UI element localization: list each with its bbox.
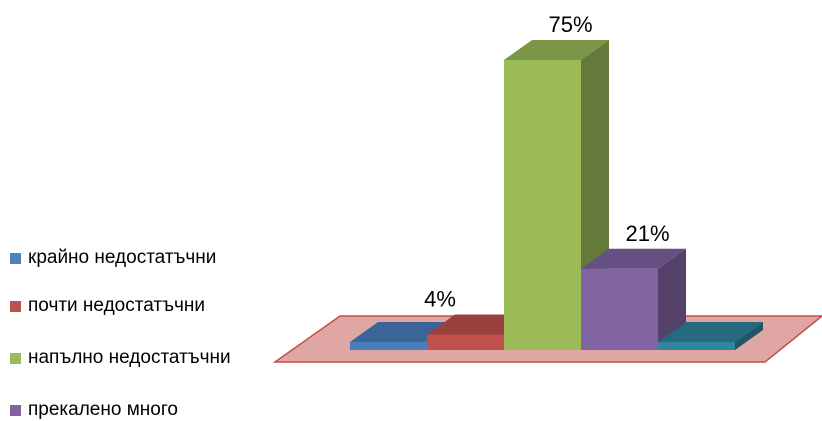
bar <box>581 248 686 350</box>
bar-front <box>504 60 581 350</box>
bar <box>658 322 763 350</box>
legend-label: напълно недостатъчни <box>28 347 231 368</box>
bar-side <box>658 248 686 350</box>
legend-swatch <box>10 405 21 416</box>
legend-item: напълно недостатъчни <box>10 347 280 399</box>
data-label: 21% <box>625 221 669 246</box>
legend-item: прекалено много <box>10 399 280 421</box>
legend-label: почти недостатъчни <box>28 295 205 316</box>
data-label-group: 4% 75% 21% <box>424 12 669 312</box>
bar-top <box>504 40 609 60</box>
bar-top <box>581 248 686 269</box>
data-label: 4% <box>424 287 456 312</box>
legend-swatch <box>10 353 21 364</box>
bar-front <box>581 268 658 350</box>
legend-label: крайно недостатъчни <box>28 247 217 268</box>
data-label: 75% <box>548 12 592 37</box>
legend-item: почти недостатъчни <box>10 295 280 347</box>
bar-front <box>427 334 504 350</box>
legend-item: крайно недостатъчни <box>10 247 280 295</box>
bar <box>504 40 609 350</box>
bar-side <box>735 322 763 350</box>
bar-front <box>658 342 735 350</box>
bar-group <box>350 40 763 350</box>
bar-top <box>658 322 763 342</box>
bar-front <box>350 342 427 350</box>
legend: крайно недостатъчни почти недостатъчни н… <box>10 247 280 421</box>
legend-swatch <box>10 301 21 312</box>
legend-swatch <box>10 253 21 264</box>
legend-label: прекалено много <box>28 399 178 420</box>
